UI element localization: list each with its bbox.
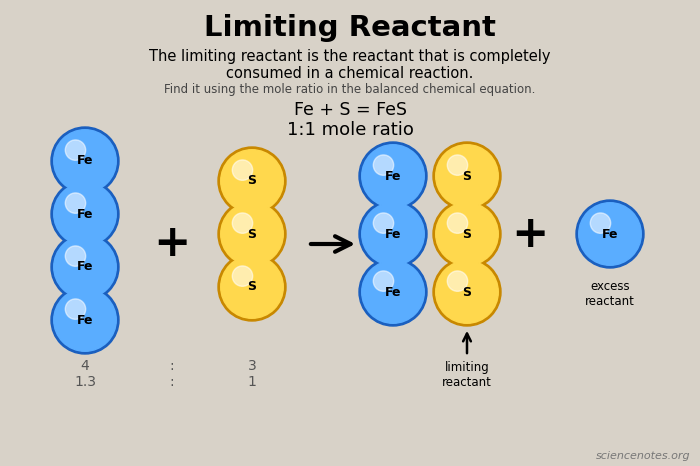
Circle shape: [54, 289, 116, 351]
Circle shape: [359, 200, 427, 268]
Circle shape: [440, 267, 487, 314]
Text: S: S: [248, 281, 256, 294]
Circle shape: [447, 155, 468, 175]
Circle shape: [58, 189, 106, 236]
Circle shape: [218, 200, 286, 268]
Text: :: :: [169, 359, 174, 373]
Circle shape: [435, 145, 498, 207]
Circle shape: [440, 151, 487, 198]
Text: Fe: Fe: [385, 170, 401, 183]
Text: Fe: Fe: [385, 286, 401, 299]
Text: S: S: [463, 170, 472, 183]
Text: S: S: [248, 174, 256, 187]
Circle shape: [435, 203, 498, 265]
Circle shape: [447, 271, 468, 291]
Circle shape: [373, 271, 393, 291]
Circle shape: [65, 140, 85, 160]
Circle shape: [220, 203, 284, 265]
Circle shape: [220, 150, 284, 212]
Circle shape: [54, 183, 116, 245]
Circle shape: [225, 208, 272, 256]
Circle shape: [54, 236, 116, 298]
Circle shape: [65, 193, 85, 213]
Circle shape: [51, 127, 119, 195]
Circle shape: [583, 208, 631, 256]
Circle shape: [366, 151, 414, 198]
Text: S: S: [463, 227, 472, 240]
Text: limiting
reactant: limiting reactant: [442, 361, 492, 389]
Text: 1:1 mole ratio: 1:1 mole ratio: [286, 121, 414, 139]
Circle shape: [65, 299, 85, 319]
Text: Find it using the mole ratio in the balanced chemical equation.: Find it using the mole ratio in the bala…: [164, 83, 536, 96]
Circle shape: [362, 203, 424, 265]
Circle shape: [373, 155, 393, 175]
Text: 1.3: 1.3: [74, 375, 96, 389]
Circle shape: [51, 180, 119, 248]
Text: Fe: Fe: [77, 314, 93, 327]
Circle shape: [218, 147, 286, 215]
Circle shape: [232, 213, 253, 233]
Circle shape: [447, 213, 468, 233]
Circle shape: [65, 246, 85, 267]
Text: +: +: [153, 222, 190, 266]
Circle shape: [225, 261, 272, 309]
Circle shape: [218, 253, 286, 321]
Circle shape: [366, 208, 414, 256]
Circle shape: [359, 258, 427, 326]
Text: +: +: [511, 212, 549, 255]
Text: Limiting Reactant: Limiting Reactant: [204, 14, 496, 42]
Text: Fe: Fe: [385, 227, 401, 240]
Circle shape: [435, 260, 498, 323]
Circle shape: [576, 200, 644, 268]
Text: Fe: Fe: [77, 260, 93, 274]
Text: Fe: Fe: [77, 155, 93, 167]
Text: sciencenotes.org: sciencenotes.org: [596, 451, 690, 461]
Circle shape: [373, 213, 393, 233]
Text: Fe + S = FeS: Fe + S = FeS: [293, 101, 407, 119]
Circle shape: [220, 256, 284, 318]
Circle shape: [579, 203, 641, 265]
Circle shape: [362, 145, 424, 207]
Circle shape: [51, 233, 119, 301]
Circle shape: [232, 160, 253, 180]
Text: S: S: [463, 286, 472, 299]
Text: Fe: Fe: [602, 227, 618, 240]
Text: 1: 1: [248, 375, 256, 389]
Circle shape: [433, 200, 501, 268]
Text: consumed in a chemical reaction.: consumed in a chemical reaction.: [226, 66, 474, 81]
Circle shape: [58, 241, 106, 289]
Circle shape: [359, 142, 427, 210]
Circle shape: [58, 295, 106, 342]
Text: 3: 3: [248, 359, 256, 373]
Text: :: :: [169, 375, 174, 389]
Circle shape: [51, 286, 119, 354]
Text: Fe: Fe: [77, 207, 93, 220]
Circle shape: [366, 267, 414, 314]
Text: The limiting reactant is the reactant that is completely: The limiting reactant is the reactant th…: [149, 48, 551, 63]
Circle shape: [433, 142, 501, 210]
Circle shape: [440, 208, 487, 256]
Circle shape: [225, 156, 272, 203]
Text: S: S: [248, 227, 256, 240]
Circle shape: [362, 260, 424, 323]
Circle shape: [58, 136, 106, 183]
Circle shape: [590, 213, 610, 233]
Circle shape: [433, 258, 501, 326]
Text: excess
reactant: excess reactant: [585, 280, 635, 308]
Text: 4: 4: [80, 359, 90, 373]
Circle shape: [54, 130, 116, 192]
Circle shape: [232, 266, 253, 286]
